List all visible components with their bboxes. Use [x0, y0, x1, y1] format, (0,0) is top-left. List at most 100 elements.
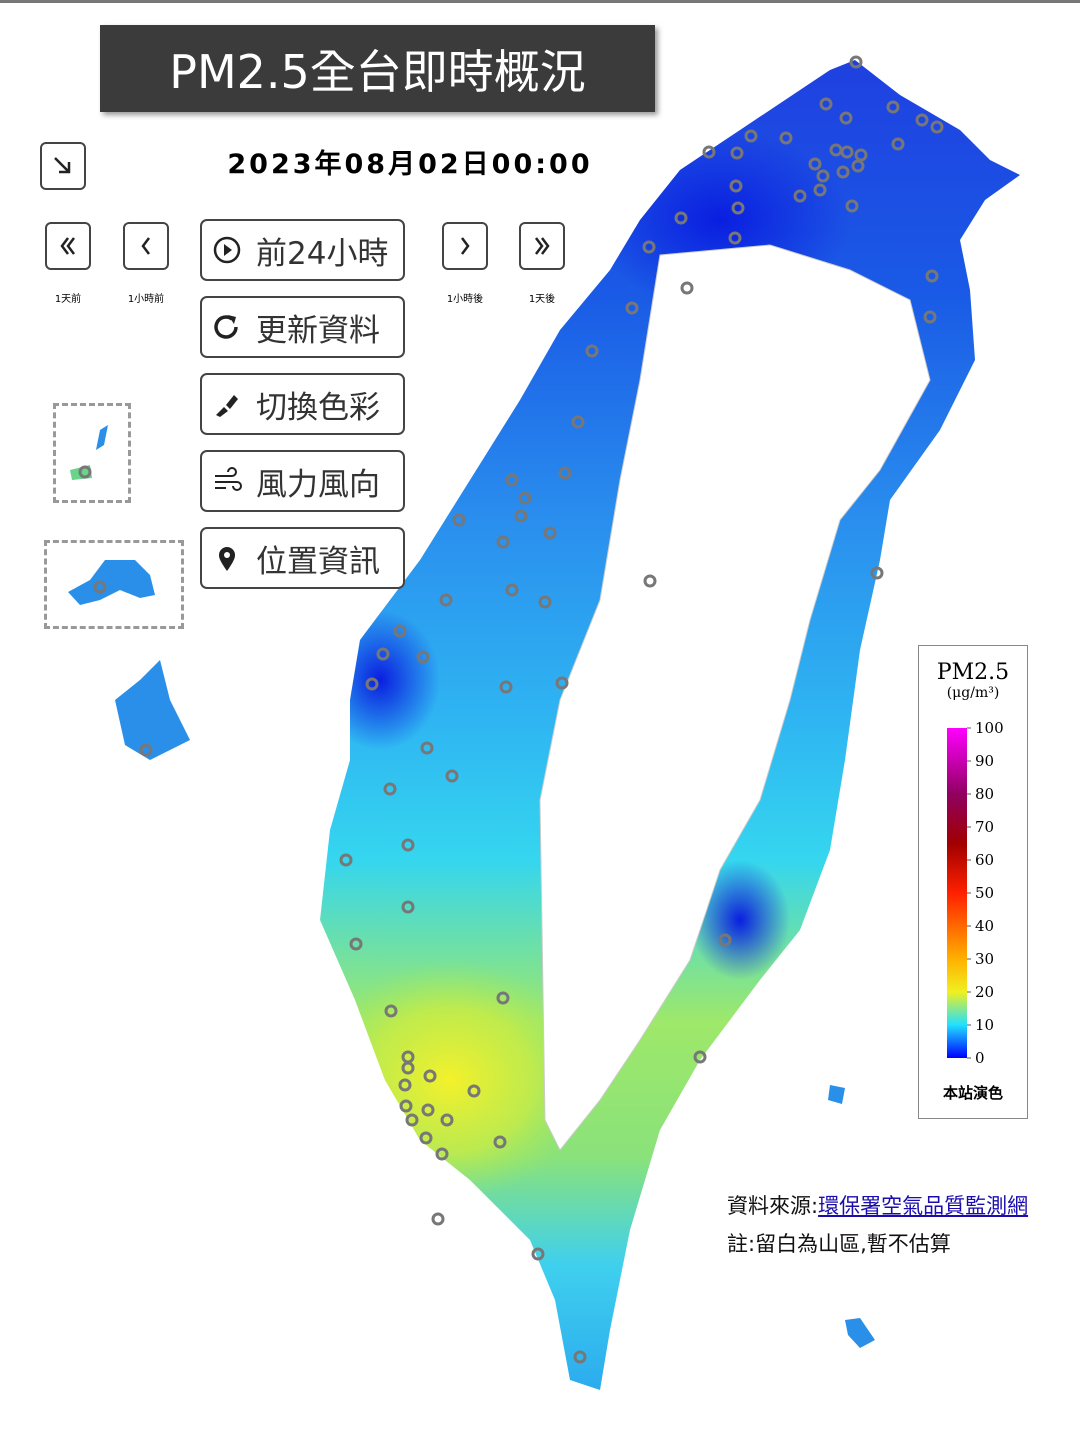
station[interactable] [555, 676, 569, 690]
station[interactable] [505, 583, 519, 597]
station[interactable] [915, 113, 929, 127]
station[interactable] [836, 165, 850, 179]
day-forward-button[interactable] [519, 222, 565, 270]
station[interactable] [793, 189, 807, 203]
station[interactable] [496, 535, 510, 549]
station[interactable] [416, 650, 430, 664]
station[interactable] [431, 1212, 445, 1226]
station[interactable] [854, 148, 868, 162]
color-button[interactable]: 切換色彩 [200, 373, 405, 435]
station[interactable] [923, 310, 937, 324]
location-button[interactable]: 位置資訊 [200, 527, 405, 589]
station[interactable] [365, 677, 379, 691]
station[interactable] [891, 137, 905, 151]
station[interactable] [718, 933, 732, 947]
station[interactable] [518, 491, 532, 505]
station[interactable] [339, 853, 353, 867]
station[interactable] [452, 513, 466, 527]
legend-unit: (μg/m³) [946, 685, 1000, 701]
station[interactable] [493, 1135, 507, 1149]
station[interactable] [405, 1113, 419, 1127]
station[interactable] [401, 900, 415, 914]
station[interactable] [78, 465, 92, 479]
station[interactable] [445, 769, 459, 783]
station[interactable] [925, 269, 939, 283]
station[interactable] [573, 1350, 587, 1364]
station[interactable] [643, 574, 657, 588]
station[interactable] [816, 169, 830, 183]
station[interactable] [393, 624, 407, 638]
station[interactable] [399, 1099, 413, 1113]
legend-scale: 0 10 20 30 40 50 60 70 80 90 100 [947, 719, 1004, 1067]
station[interactable] [728, 231, 742, 245]
station[interactable] [886, 100, 900, 114]
button-label: 位置資訊 [256, 543, 380, 580]
collapse-button[interactable] [40, 142, 86, 190]
station[interactable] [808, 157, 822, 171]
color-bar [947, 728, 967, 1058]
legend-tick-label: 60 [975, 851, 994, 869]
day-back-button[interactable] [45, 222, 91, 270]
station[interactable] [849, 55, 863, 69]
station[interactable] [349, 937, 363, 951]
station[interactable] [423, 1069, 437, 1083]
station[interactable] [439, 593, 453, 607]
nav-label: 1天後 [528, 294, 556, 305]
station[interactable] [139, 743, 153, 757]
station[interactable] [419, 1131, 433, 1145]
source-link[interactable]: 環保署空氣品質監測網 [818, 1194, 1029, 1218]
legend-tick-label: 0 [975, 1049, 985, 1067]
station[interactable] [514, 509, 528, 523]
station[interactable] [571, 415, 585, 429]
station[interactable] [496, 991, 510, 1005]
station[interactable] [819, 97, 833, 111]
station[interactable] [383, 782, 397, 796]
play-button[interactable]: 前24小時 [200, 219, 405, 281]
station[interactable] [421, 1103, 435, 1117]
inset-frame [44, 540, 184, 629]
station[interactable] [625, 301, 639, 315]
top-border [0, 0, 1080, 3]
station[interactable] [642, 240, 656, 254]
station[interactable] [467, 1084, 481, 1098]
station[interactable] [729, 179, 743, 193]
station[interactable] [440, 1113, 454, 1127]
station[interactable] [384, 1004, 398, 1018]
station[interactable] [538, 595, 552, 609]
station[interactable] [851, 159, 865, 173]
station[interactable] [401, 838, 415, 852]
legend-tick-label: 90 [975, 752, 994, 770]
wind-button[interactable]: 風力風向 [200, 450, 405, 512]
station[interactable] [558, 466, 572, 480]
station[interactable] [730, 146, 744, 160]
station[interactable] [779, 131, 793, 145]
station[interactable] [674, 211, 688, 225]
station[interactable] [401, 1061, 415, 1075]
station[interactable] [731, 201, 745, 215]
station[interactable] [840, 145, 854, 159]
station[interactable] [585, 344, 599, 358]
station[interactable] [870, 566, 884, 580]
station[interactable] [376, 647, 390, 661]
station[interactable] [505, 473, 519, 487]
station[interactable] [398, 1078, 412, 1092]
station[interactable] [930, 120, 944, 134]
station[interactable] [744, 129, 758, 143]
hour-forward-button[interactable] [442, 222, 488, 270]
refresh-button[interactable]: 更新資料 [200, 296, 405, 358]
station[interactable] [420, 741, 434, 755]
station[interactable] [693, 1050, 707, 1064]
station[interactable] [845, 199, 859, 213]
hour-back-button[interactable] [123, 222, 169, 270]
station[interactable] [93, 580, 107, 594]
station[interactable] [531, 1247, 545, 1261]
station[interactable] [499, 680, 513, 694]
station[interactable] [435, 1147, 449, 1161]
legend-tick-label: 80 [975, 785, 994, 803]
station[interactable] [543, 526, 557, 540]
station[interactable] [680, 281, 694, 295]
station[interactable] [813, 183, 827, 197]
station[interactable] [702, 145, 716, 159]
station[interactable] [839, 111, 853, 125]
